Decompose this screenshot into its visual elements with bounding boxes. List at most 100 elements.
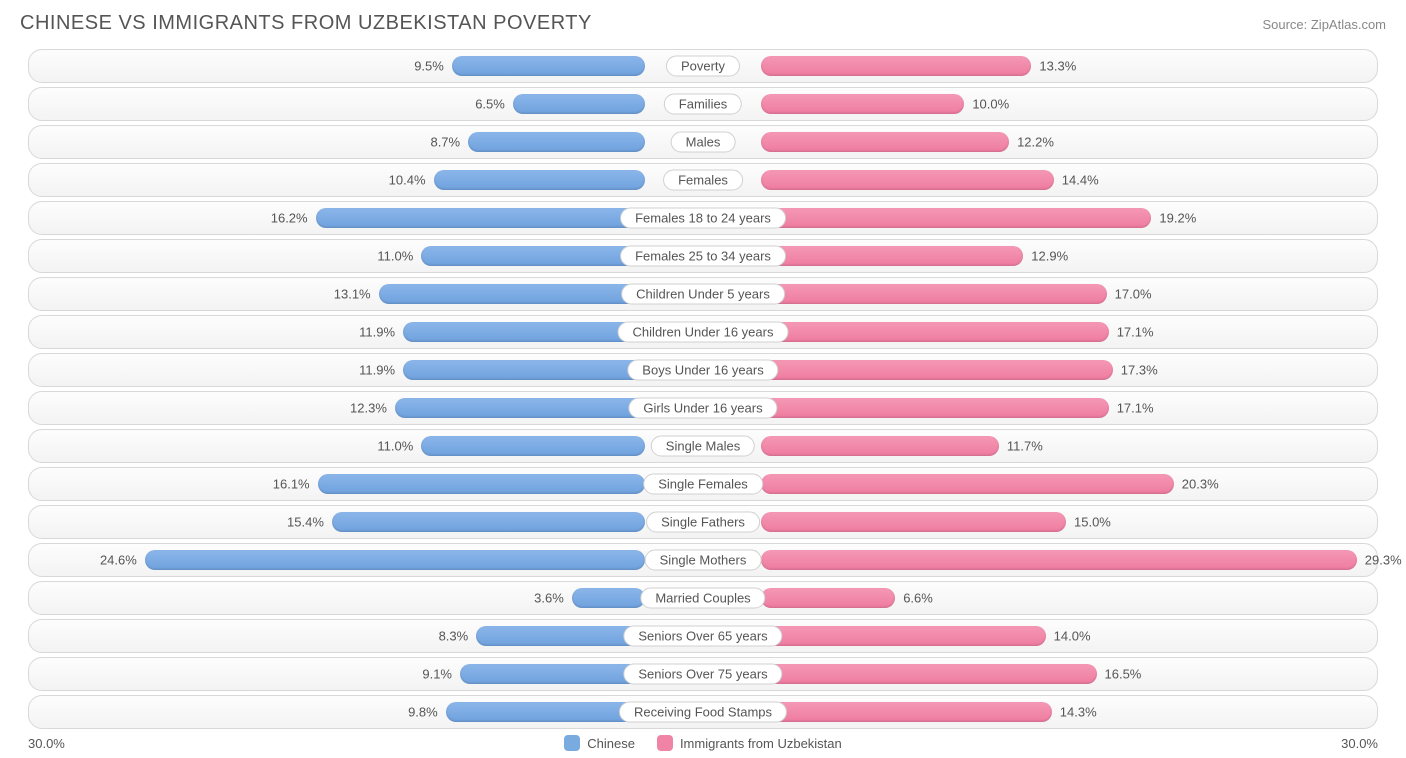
row-left-half: 11.9%	[29, 316, 703, 348]
row-category-label: Females 18 to 24 years	[620, 208, 786, 229]
chart-row: 24.6% 29.3%Single Mothers	[28, 543, 1378, 577]
bar-right	[761, 512, 1066, 532]
value-left: 9.1%	[422, 667, 452, 682]
row-category-label: Females	[663, 170, 743, 191]
value-right: 17.1%	[1117, 325, 1154, 340]
value-right: 17.3%	[1121, 363, 1158, 378]
chart-row: 11.9% 17.1% Children Under 16 years	[28, 315, 1378, 349]
value-left: 6.5%	[475, 97, 505, 112]
value-right: 12.9%	[1031, 249, 1068, 264]
row-category-label: Single Mothers	[645, 550, 762, 571]
row-category-label: Receiving Food Stamps	[619, 702, 787, 723]
bar-right	[761, 170, 1054, 190]
bar-left	[513, 94, 645, 114]
bar-left	[379, 284, 645, 304]
value-left: 11.0%	[377, 249, 413, 264]
value-left: 13.1%	[334, 287, 371, 302]
row-left-half: 24.6%	[29, 544, 703, 576]
bar-left	[476, 626, 645, 646]
value-left: 11.9%	[359, 363, 395, 378]
row-category-label: Single Fathers	[646, 512, 760, 533]
row-right-half: 14.0%	[703, 620, 1377, 652]
row-category-label: Females 25 to 34 years	[620, 246, 786, 267]
row-category-label: Poverty	[666, 56, 740, 77]
row-left-half: 13.1%	[29, 278, 703, 310]
value-right: 29.3%	[1365, 553, 1402, 568]
row-right-half: 12.9%	[703, 240, 1377, 272]
value-left: 9.8%	[408, 705, 438, 720]
chart-row: 15.4% 15.0% Single Fathers	[28, 505, 1378, 539]
row-right-half: 17.1%	[703, 392, 1377, 424]
value-right: 13.3%	[1039, 59, 1076, 74]
bar-left	[421, 246, 645, 266]
value-right: 14.4%	[1062, 173, 1099, 188]
value-left: 9.5%	[414, 59, 444, 74]
chart-row: 8.7%12.2%Males	[28, 125, 1378, 159]
row-left-half: 15.4%	[29, 506, 703, 538]
value-left: 8.7%	[430, 135, 460, 150]
bar-right	[761, 94, 964, 114]
bar-left	[395, 398, 645, 418]
axis-left-max: 30.0%	[28, 736, 65, 751]
bar-right	[761, 588, 895, 608]
row-left-half: 6.5%	[29, 88, 703, 120]
chart-row: 9.5% 13.3% Poverty	[28, 49, 1378, 83]
row-left-half: 12.3%	[29, 392, 703, 424]
row-category-label: Children Under 16 years	[618, 322, 789, 343]
chart-row: 3.6%6.6%Married Couples	[28, 581, 1378, 615]
bar-left	[460, 664, 645, 684]
chart-row: 9.8%14.3%Receiving Food Stamps	[28, 695, 1378, 729]
row-category-label: Girls Under 16 years	[628, 398, 777, 419]
value-right: 11.7%	[1007, 439, 1043, 454]
chart-header: CHINESE VS IMMIGRANTS FROM UZBEKISTAN PO…	[20, 12, 1386, 35]
value-left: 16.2%	[271, 211, 308, 226]
value-left: 24.6%	[100, 553, 137, 568]
value-left: 15.4%	[287, 515, 324, 530]
bar-left	[434, 170, 645, 190]
row-right-half: 19.2%	[703, 202, 1377, 234]
value-right: 19.2%	[1159, 211, 1196, 226]
row-right-half: 20.3%	[703, 468, 1377, 500]
chart-row: 9.1% 16.5% Seniors Over 75 years	[28, 657, 1378, 691]
bar-left	[332, 512, 645, 532]
bar-left	[446, 702, 645, 722]
row-right-half: 29.3%	[703, 544, 1377, 576]
row-category-label: Seniors Over 75 years	[623, 664, 782, 685]
row-right-half: 13.3%	[703, 50, 1377, 82]
row-left-half: 10.4%	[29, 164, 703, 196]
row-left-half: 9.1%	[29, 658, 703, 690]
row-right-half: 11.7%	[703, 430, 1377, 462]
bar-left	[452, 56, 645, 76]
bar-left	[572, 588, 645, 608]
chart-row: 12.3%17.1%Girls Under 16 years	[28, 391, 1378, 425]
chart-row: 6.5%10.0%Families	[28, 87, 1378, 121]
row-left-half: 8.7%	[29, 126, 703, 158]
row-category-label: Single Females	[643, 474, 763, 495]
legend-swatch-right	[657, 735, 673, 751]
row-right-half: 10.0%	[703, 88, 1377, 120]
diverging-bar-chart: 9.5%13.3%Poverty6.5%10.0%Families8.7%12.…	[20, 49, 1386, 729]
bar-right	[761, 702, 1052, 722]
bar-left	[318, 474, 645, 494]
value-left: 11.0%	[377, 439, 413, 454]
chart-source: Source: ZipAtlas.com	[1262, 17, 1386, 32]
bar-right	[761, 322, 1109, 342]
legend-label-right: Immigrants from Uzbekistan	[680, 736, 842, 751]
row-right-half: 12.2%	[703, 126, 1377, 158]
value-right: 20.3%	[1182, 477, 1219, 492]
chart-row: 11.9%17.3%Boys Under 16 years	[28, 353, 1378, 387]
bar-right	[761, 246, 1023, 266]
bar-right	[761, 664, 1097, 684]
row-left-half: 11.0%	[29, 240, 703, 272]
bar-left	[403, 322, 645, 342]
legend-swatch-left	[564, 735, 580, 751]
bar-left	[421, 436, 645, 456]
value-right: 15.0%	[1074, 515, 1111, 530]
value-right: 16.5%	[1105, 667, 1142, 682]
value-right: 6.6%	[903, 591, 933, 606]
bar-right	[761, 626, 1046, 646]
bar-right	[761, 56, 1031, 76]
value-left: 8.3%	[439, 629, 469, 644]
row-category-label: Children Under 5 years	[621, 284, 785, 305]
row-left-half: 9.5%	[29, 50, 703, 82]
